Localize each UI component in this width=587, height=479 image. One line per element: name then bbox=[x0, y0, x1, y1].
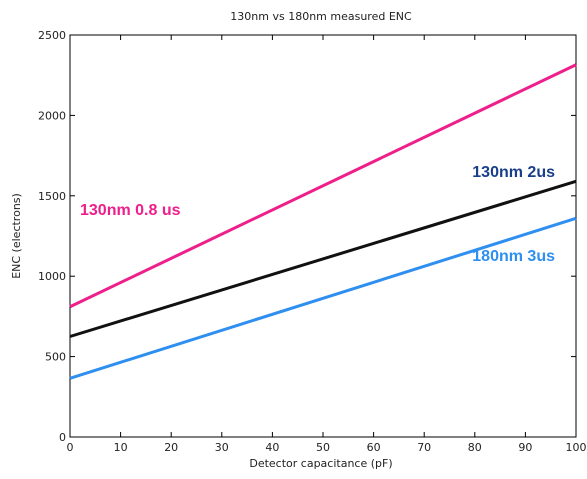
series-label-0: 130nm 0.8 us bbox=[80, 202, 181, 219]
y-axis-title: ENC (electrons) bbox=[10, 193, 23, 279]
y-tick-label: 500 bbox=[45, 351, 66, 364]
y-tick-label: 1000 bbox=[38, 270, 66, 283]
series-label-2: 180nm 3us bbox=[472, 248, 555, 265]
x-tick-label: 60 bbox=[367, 441, 381, 454]
x-tick-label: 10 bbox=[114, 441, 128, 454]
x-tick-label: 0 bbox=[67, 441, 74, 454]
y-tick-label: 1500 bbox=[38, 190, 66, 203]
axis-ticks: 0 10 20 30 40 50 60 70 80 90 100050010001500200025… bbox=[38, 29, 587, 454]
series-lines bbox=[69, 63, 577, 380]
y-tick-label: 2500 bbox=[38, 29, 66, 42]
x-tick-label: 20 bbox=[164, 441, 178, 454]
x-tick-label: 90 bbox=[518, 441, 532, 454]
x-axis-title: Detector capacitance (pF) bbox=[249, 457, 392, 470]
y-tick-label: 0 bbox=[59, 431, 66, 444]
series-label-1: 130nm 2us bbox=[472, 164, 555, 181]
series-line-1 bbox=[69, 179, 577, 338]
x-tick-label: 70 bbox=[417, 441, 431, 454]
x-tick-label: 80 bbox=[468, 441, 482, 454]
x-tick-label: 50 bbox=[316, 441, 330, 454]
x-tick-label: 100 bbox=[566, 441, 587, 454]
chart-title: 130nm vs 180nm measured ENC bbox=[230, 10, 412, 23]
y-tick-label: 2000 bbox=[38, 109, 66, 122]
series-line-2 bbox=[69, 216, 577, 380]
x-tick-label: 30 bbox=[215, 441, 229, 454]
series-labels: 130nm 0.8 us 130nm 2us 180nm 3us bbox=[80, 164, 555, 265]
series-line-0 bbox=[69, 63, 577, 309]
x-tick-label: 40 bbox=[265, 441, 279, 454]
plot-area bbox=[69, 34, 577, 438]
